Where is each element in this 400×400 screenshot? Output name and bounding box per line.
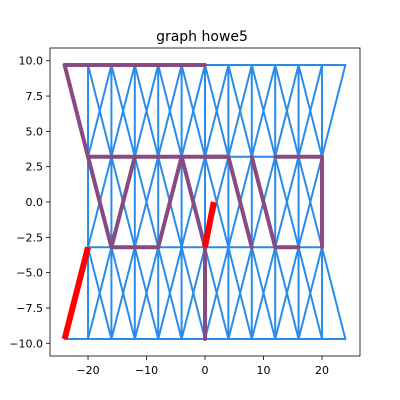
y-tick-label: −2.5 [16,231,43,244]
graph-edge [133,63,160,158]
y-tick-label: 10.0 [19,55,44,68]
graph-edge [157,63,183,158]
graph-edge [133,246,160,341]
path-edge [179,154,207,250]
path-edge [109,154,137,250]
path-edge [62,62,91,159]
graph-edge [250,63,277,158]
graph-edge [297,63,323,158]
x-tick-label: −10 [135,364,158,377]
highlight-edge [61,246,91,340]
x-tick-label: −20 [76,364,99,377]
graph-edge [110,246,136,341]
x-tick-label: 0 [202,364,209,377]
graph-edges [61,62,347,342]
path-edge [249,154,278,250]
graph-edge [180,63,206,158]
graph-edge [204,246,230,341]
graph-edge [274,246,300,341]
highlight-edge [202,201,217,248]
graph-edge [87,246,113,341]
graph-edge [87,63,113,158]
graph-edge [204,63,230,158]
graph-edge [180,246,206,341]
x-tick-label: 20 [315,364,329,377]
y-tick-label: 0.0 [26,196,44,209]
graph-edge [320,63,347,158]
y-tick-label: 7.5 [26,90,44,103]
graph-edge [157,246,183,341]
y-tick-label: 5.0 [26,125,44,138]
graph-edge [133,155,160,249]
graph-edge [274,155,300,249]
x-tick-label: 10 [256,364,270,377]
y-axis: 10.0 7.5 5.0 2.5 0.0 −2.5 −5.0 −7.5 −10.0 [9,55,50,350]
y-tick-label: −10.0 [9,337,43,350]
graph-edge [320,246,347,341]
graph-edge [227,246,253,341]
graph-edge [110,63,136,158]
graph-edge [297,246,323,341]
y-tick-label: −5.0 [16,267,43,280]
graph-edge [274,63,300,158]
graph-edge [297,155,323,249]
path-edge [226,154,254,250]
plot-frame [49,47,361,357]
chart-title: graph howe5 [156,29,248,45]
graph-edge [250,246,277,341]
x-axis: −20 −10 0 10 20 [76,356,329,377]
path-edge [156,154,184,250]
y-tick-label: −7.5 [16,302,43,315]
graph-edge [227,63,253,158]
path-edge [86,154,114,250]
y-tick-label: 2.5 [26,161,44,174]
